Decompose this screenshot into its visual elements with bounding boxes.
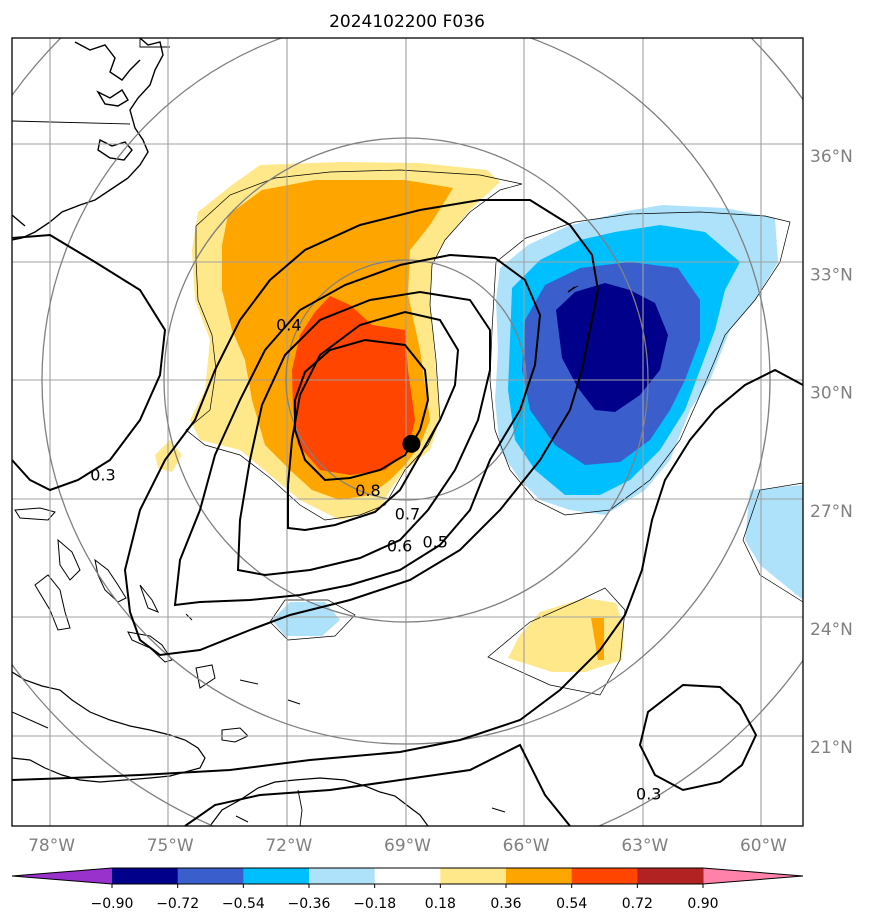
contour-03-west (12, 233, 167, 492)
range-rings (12, 38, 803, 826)
lon-tick-label: 69°W (384, 836, 431, 856)
chart-title: 2024102200 F036 (329, 12, 485, 32)
colorbar-bin (177, 868, 244, 884)
map-frame (11, 37, 804, 827)
lat-tick-label: 36°N (810, 147, 853, 167)
colorbar-tick-label: −0.72 (156, 896, 199, 912)
contour-label: 0.5 (422, 532, 447, 551)
colorbar-bin (309, 868, 376, 884)
contour-label: 0.8 (355, 481, 380, 500)
contour-06 (236, 290, 491, 577)
colorbar-tick-label: 0.18 (425, 896, 456, 912)
contour-05-east (567, 286, 576, 293)
colorbar-extend-max (703, 868, 803, 884)
colorbar-tick-label: −0.36 (288, 896, 331, 912)
contour-04 (123, 199, 600, 657)
colorbar-bin (243, 868, 310, 884)
lon-tick-label: 66°W (503, 836, 550, 856)
colorbar-tick-label: −0.54 (222, 896, 265, 912)
colorbar-tick-label: 0.90 (687, 896, 718, 912)
colorbar-bin (440, 868, 507, 884)
contour-03-southeast (638, 683, 758, 792)
lon-tick-label: 72°W (265, 836, 312, 856)
shade-positive-south-018 (508, 598, 624, 672)
lat-tick-labels: 21°N 24°N 27°N 30°N 33°N 36°N (810, 147, 853, 758)
colorbar-tick-label: −0.90 (91, 896, 134, 912)
gridlines (12, 38, 803, 826)
lon-tick-label: 75°W (147, 836, 194, 856)
contour-label: 0.3 (90, 465, 115, 484)
contour-label: 0.7 (395, 505, 420, 524)
contour-label: 0.4 (276, 316, 301, 335)
contour-05 (173, 253, 542, 607)
shade-negative-east-edge (745, 485, 803, 600)
lat-tick-label: 33°N (810, 265, 853, 285)
contour-03-south (184, 743, 571, 826)
storm-center-marker (402, 434, 421, 453)
colorbar-tick-label: 0.72 (622, 896, 653, 912)
shade-negative-southwest (272, 602, 340, 636)
contour-label: 0.6 (387, 536, 412, 555)
contour-08 (294, 338, 430, 482)
lat-tick-label: 21°N (810, 738, 853, 758)
lon-tick-label: 60°W (740, 836, 787, 856)
contour-03-outer (12, 368, 803, 781)
colorbar-tick-label: 0.54 (556, 896, 587, 912)
colorbar-tick-label: 0.36 (490, 896, 521, 912)
colorbar: −0.90 −0.72 −0.54 −0.36 −0.18 0.18 0.36 0.54 0.7… (11, 867, 804, 912)
lat-tick-label: 27°N (810, 502, 853, 522)
contour-lines (12, 199, 803, 826)
colorbar-bin (506, 868, 573, 884)
lon-tick-label: 78°W (28, 836, 75, 856)
contour-07 (287, 310, 460, 532)
lon-tick-labels: 78°W 75°W 72°W 69°W 66°W 63°W 60°W (28, 836, 787, 856)
lat-tick-label: 30°N (810, 384, 853, 404)
colorbar-tick-label: −0.18 (353, 896, 396, 912)
colorbar-bin (571, 868, 638, 884)
lat-tick-label: 24°N (810, 620, 853, 640)
colorbar-bin (112, 868, 179, 884)
lon-tick-label: 63°W (621, 836, 668, 856)
map-area: 0.4 0.3 0.8 0.7 0.6 0.5 0.3 (12, 38, 803, 826)
contour-labels: 0.4 0.3 0.8 0.7 0.6 0.5 0.3 (90, 316, 661, 804)
colorbar-bin (374, 868, 441, 884)
colorbar-bin (637, 868, 704, 884)
shade-positive-054 (292, 296, 415, 475)
contour-label: 0.3 (636, 784, 661, 803)
colorbar-extend-min (12, 868, 112, 884)
